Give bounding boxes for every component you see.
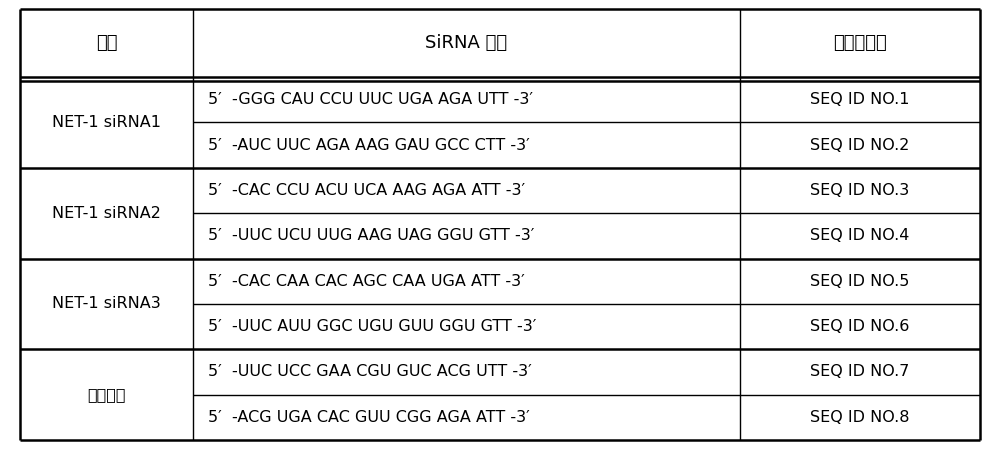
Text: 种类: 种类 — [96, 34, 117, 52]
Text: 阴性对照: 阴性对照 — [87, 387, 126, 402]
Text: 5′  -UUC UCC GAA CGU GUC ACG UTT -3′: 5′ -UUC UCC GAA CGU GUC ACG UTT -3′ — [208, 365, 532, 379]
Text: NET-1 siRNA3: NET-1 siRNA3 — [52, 296, 161, 312]
Text: NET-1 siRNA2: NET-1 siRNA2 — [52, 206, 161, 220]
Text: SEQ ID NO.4: SEQ ID NO.4 — [810, 229, 910, 243]
Text: 5′  -UUC AUU GGC UGU GUU GGU GTT -3′: 5′ -UUC AUU GGC UGU GUU GGU GTT -3′ — [208, 319, 536, 334]
Text: SEQ ID NO.1: SEQ ID NO.1 — [810, 92, 910, 107]
Text: SEQ ID NO.7: SEQ ID NO.7 — [810, 365, 910, 379]
Text: SEQ ID NO.8: SEQ ID NO.8 — [810, 410, 910, 425]
Text: SEQ ID NO.3: SEQ ID NO.3 — [810, 183, 910, 198]
Text: 5′  -AUC UUC AGA AAG GAU GCC CTT -3′: 5′ -AUC UUC AGA AAG GAU GCC CTT -3′ — [208, 137, 530, 153]
Text: 5′  -GGG CAU CCU UUC UGA AGA UTT -3′: 5′ -GGG CAU CCU UUC UGA AGA UTT -3′ — [208, 92, 533, 107]
Text: SEQ ID NO.5: SEQ ID NO.5 — [810, 274, 910, 289]
Text: 序列表编号: 序列表编号 — [833, 34, 887, 52]
Text: 5′  -CAC CCU ACU UCA AAG AGA ATT -3′: 5′ -CAC CCU ACU UCA AAG AGA ATT -3′ — [208, 183, 525, 198]
Text: SEQ ID NO.6: SEQ ID NO.6 — [810, 319, 910, 334]
Text: SEQ ID NO.2: SEQ ID NO.2 — [810, 137, 910, 153]
Text: NET-1 siRNA1: NET-1 siRNA1 — [52, 115, 161, 130]
Text: 5′  -UUC UCU UUG AAG UAG GGU GTT -3′: 5′ -UUC UCU UUG AAG UAG GGU GTT -3′ — [208, 229, 534, 243]
Text: SiRNA 序列: SiRNA 序列 — [425, 34, 507, 52]
Text: 5′  -CAC CAA CAC AGC CAA UGA ATT -3′: 5′ -CAC CAA CAC AGC CAA UGA ATT -3′ — [208, 274, 525, 289]
Text: 5′  -ACG UGA CAC GUU CGG AGA ATT -3′: 5′ -ACG UGA CAC GUU CGG AGA ATT -3′ — [208, 410, 530, 425]
